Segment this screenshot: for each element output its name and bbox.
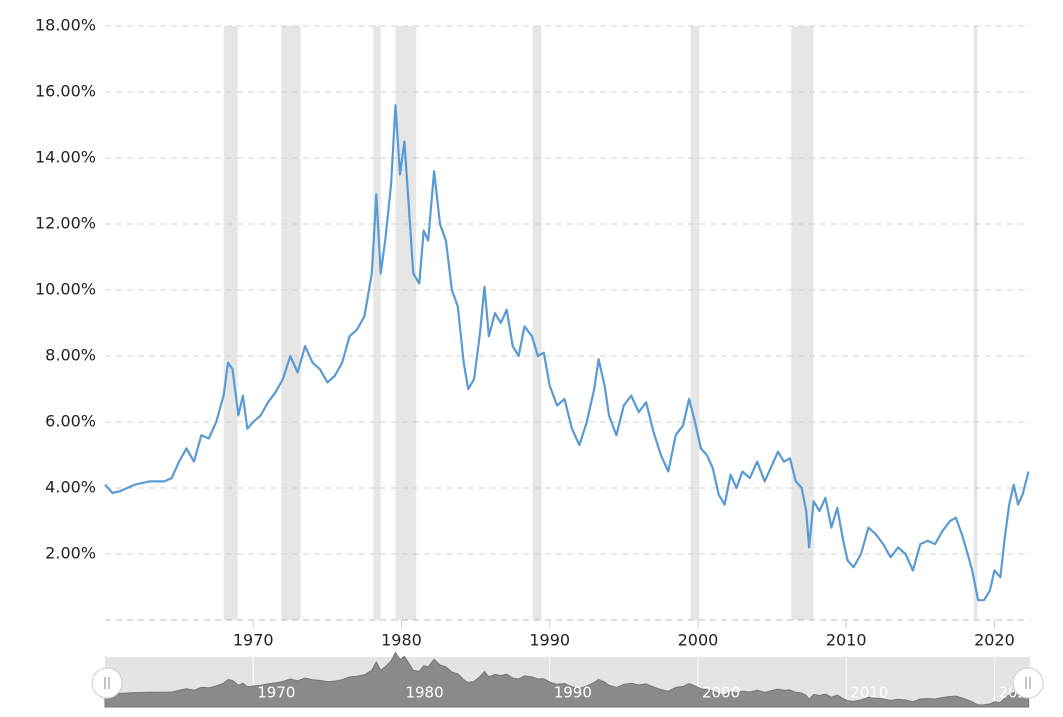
y-tick-label: 6.00% [45, 412, 96, 431]
x-tick-label: 1980 [381, 631, 422, 650]
recession-band [973, 26, 978, 620]
recession-band [281, 26, 301, 620]
x-tick-label: 1970 [233, 631, 274, 650]
x-tick-label: 2000 [678, 631, 719, 650]
navigator-label: 2000 [702, 684, 740, 702]
y-tick-label: 4.00% [45, 478, 96, 497]
x-tick-label: 2020 [974, 631, 1015, 650]
x-tick-label: 2010 [826, 631, 867, 650]
navigator-handle[interactable] [1012, 667, 1044, 699]
y-tick-label: 18.00% [35, 16, 96, 35]
recession-band [532, 26, 542, 620]
x-tick-label: 1990 [529, 631, 570, 650]
navigator-label: 1990 [554, 684, 592, 702]
navigator-label: 1970 [257, 684, 295, 702]
y-tick-label: 16.00% [35, 82, 96, 101]
recession-band [690, 26, 700, 620]
recession-band [791, 26, 814, 620]
navigator-area [104, 651, 1030, 708]
navigator-handle[interactable] [91, 667, 123, 699]
navigator-label: 2010 [850, 684, 888, 702]
series-line [104, 104, 1030, 602]
recession-band [373, 26, 381, 620]
recession-band [395, 26, 417, 620]
y-tick-label: 2.00% [45, 544, 96, 563]
y-tick-label: 14.00% [35, 148, 96, 167]
y-tick-label: 8.00% [45, 346, 96, 365]
navigator-label: 1980 [405, 684, 443, 702]
y-tick-label: 12.00% [35, 214, 96, 233]
recession-band [223, 26, 238, 620]
y-tick-label: 10.00% [35, 280, 96, 299]
